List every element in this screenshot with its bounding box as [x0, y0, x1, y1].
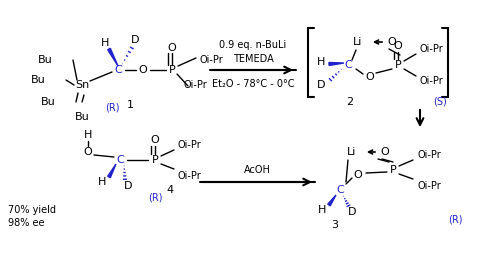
Text: Oi-Pr: Oi-Pr	[420, 44, 444, 54]
Text: P: P	[152, 155, 158, 165]
Text: Bu: Bu	[31, 75, 46, 85]
Text: H: H	[318, 205, 326, 215]
Text: Li: Li	[348, 147, 356, 157]
Polygon shape	[108, 48, 118, 66]
Text: 3: 3	[332, 220, 338, 230]
Text: (S): (S)	[433, 97, 447, 107]
Text: H: H	[98, 177, 106, 187]
Text: 70% yield: 70% yield	[8, 205, 56, 215]
Text: D: D	[348, 207, 356, 217]
Text: H: H	[317, 57, 325, 67]
Text: C: C	[344, 60, 352, 70]
Text: C: C	[114, 65, 122, 75]
Text: AcOH: AcOH	[244, 165, 270, 175]
Text: O: O	[380, 147, 390, 157]
Text: Oi-Pr: Oi-Pr	[184, 80, 208, 90]
Text: H: H	[101, 38, 109, 48]
Text: Bu: Bu	[41, 97, 56, 107]
Text: 0.9 eq. n-BuLi: 0.9 eq. n-BuLi	[220, 40, 286, 50]
Text: Sn: Sn	[75, 80, 89, 90]
Text: 98% ee: 98% ee	[8, 218, 44, 228]
Text: Bu: Bu	[38, 55, 53, 65]
Text: O: O	[150, 135, 160, 145]
Text: O: O	[138, 65, 147, 75]
Text: P: P	[168, 65, 175, 75]
Text: (R): (R)	[105, 102, 120, 112]
Text: 1: 1	[126, 100, 134, 110]
Text: TEMEDA: TEMEDA	[232, 54, 274, 64]
Text: Oi-Pr: Oi-Pr	[417, 181, 441, 191]
Text: Oi-Pr: Oi-Pr	[200, 55, 224, 65]
Text: C: C	[116, 155, 124, 165]
Text: 2: 2	[346, 97, 354, 107]
Text: P: P	[390, 165, 396, 175]
Text: Bu: Bu	[74, 112, 90, 122]
Text: (R): (R)	[148, 193, 162, 203]
Text: (R): (R)	[448, 215, 462, 225]
Text: Oi-Pr: Oi-Pr	[420, 76, 444, 86]
Text: H: H	[84, 130, 92, 140]
Text: D: D	[124, 181, 132, 191]
Text: O: O	[394, 41, 402, 51]
Text: D: D	[317, 80, 325, 90]
Text: Oi-Pr: Oi-Pr	[178, 171, 202, 181]
Text: Oi-Pr: Oi-Pr	[178, 140, 202, 150]
Text: Li: Li	[354, 37, 362, 47]
Text: O: O	[366, 72, 374, 82]
Text: O: O	[354, 170, 362, 180]
Text: P: P	[394, 60, 402, 70]
Polygon shape	[108, 164, 116, 178]
Polygon shape	[328, 195, 336, 206]
Text: 4: 4	[166, 185, 173, 195]
Text: O: O	[84, 147, 92, 157]
Text: C: C	[336, 185, 344, 195]
Text: D: D	[131, 35, 139, 45]
Polygon shape	[329, 62, 344, 66]
Text: Et₂O - 78°C - 0°C: Et₂O - 78°C - 0°C	[212, 79, 294, 89]
Text: O: O	[388, 37, 396, 47]
Text: O: O	[168, 43, 176, 53]
Text: Oi-Pr: Oi-Pr	[417, 150, 441, 160]
